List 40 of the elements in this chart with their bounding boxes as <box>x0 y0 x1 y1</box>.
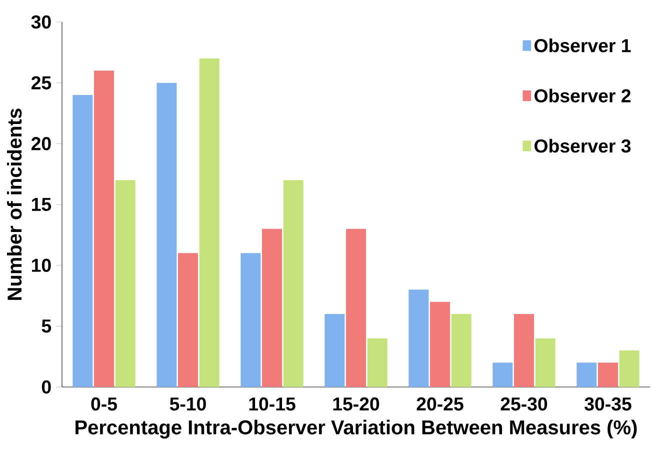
bar <box>94 70 114 387</box>
x-tick-label: 20-25 <box>416 397 464 411</box>
bar <box>240 253 261 387</box>
bar <box>72 94 93 387</box>
bar <box>199 58 220 387</box>
bar <box>492 362 513 387</box>
y-tick-label: 30 <box>31 15 51 29</box>
bar <box>576 362 597 387</box>
bar <box>283 180 304 387</box>
y-tick-label: 15 <box>32 198 52 212</box>
bar <box>262 228 282 387</box>
bar <box>535 338 556 387</box>
legend-label: Observer 1 <box>534 38 631 52</box>
x-tick-label: 25-30 <box>500 397 548 411</box>
y-tick-label: 20 <box>31 137 51 150</box>
bar <box>367 338 388 387</box>
y-tick-label: 25 <box>31 76 52 90</box>
y-tick-label: 5 <box>42 320 52 333</box>
bar <box>514 314 534 387</box>
bar <box>451 314 472 387</box>
bar <box>346 228 366 387</box>
y-tick-label: 0 <box>42 380 51 394</box>
x-axis-title: Percentage Intra-Observer Variation Between Measures (%) <box>76 420 637 439</box>
x-tick-label: 15-20 <box>333 397 380 411</box>
bar <box>430 302 450 387</box>
bar <box>598 362 618 387</box>
bar <box>619 350 640 387</box>
bar <box>115 180 136 387</box>
bar <box>156 82 177 387</box>
legend-label: Observer 2 <box>534 88 631 102</box>
x-tick-label: 0-5 <box>91 397 117 411</box>
legend-label: Observer 3 <box>534 138 631 153</box>
bar <box>178 253 198 387</box>
y-tick-label: 10 <box>32 258 51 272</box>
bar <box>324 314 345 387</box>
x-tick-label: 30-35 <box>584 397 632 411</box>
y-axis-title: Number of incidents <box>7 108 22 300</box>
bar <box>408 290 429 387</box>
x-tick-label: 10-15 <box>249 397 296 411</box>
x-tick-label: 5-10 <box>170 397 206 411</box>
